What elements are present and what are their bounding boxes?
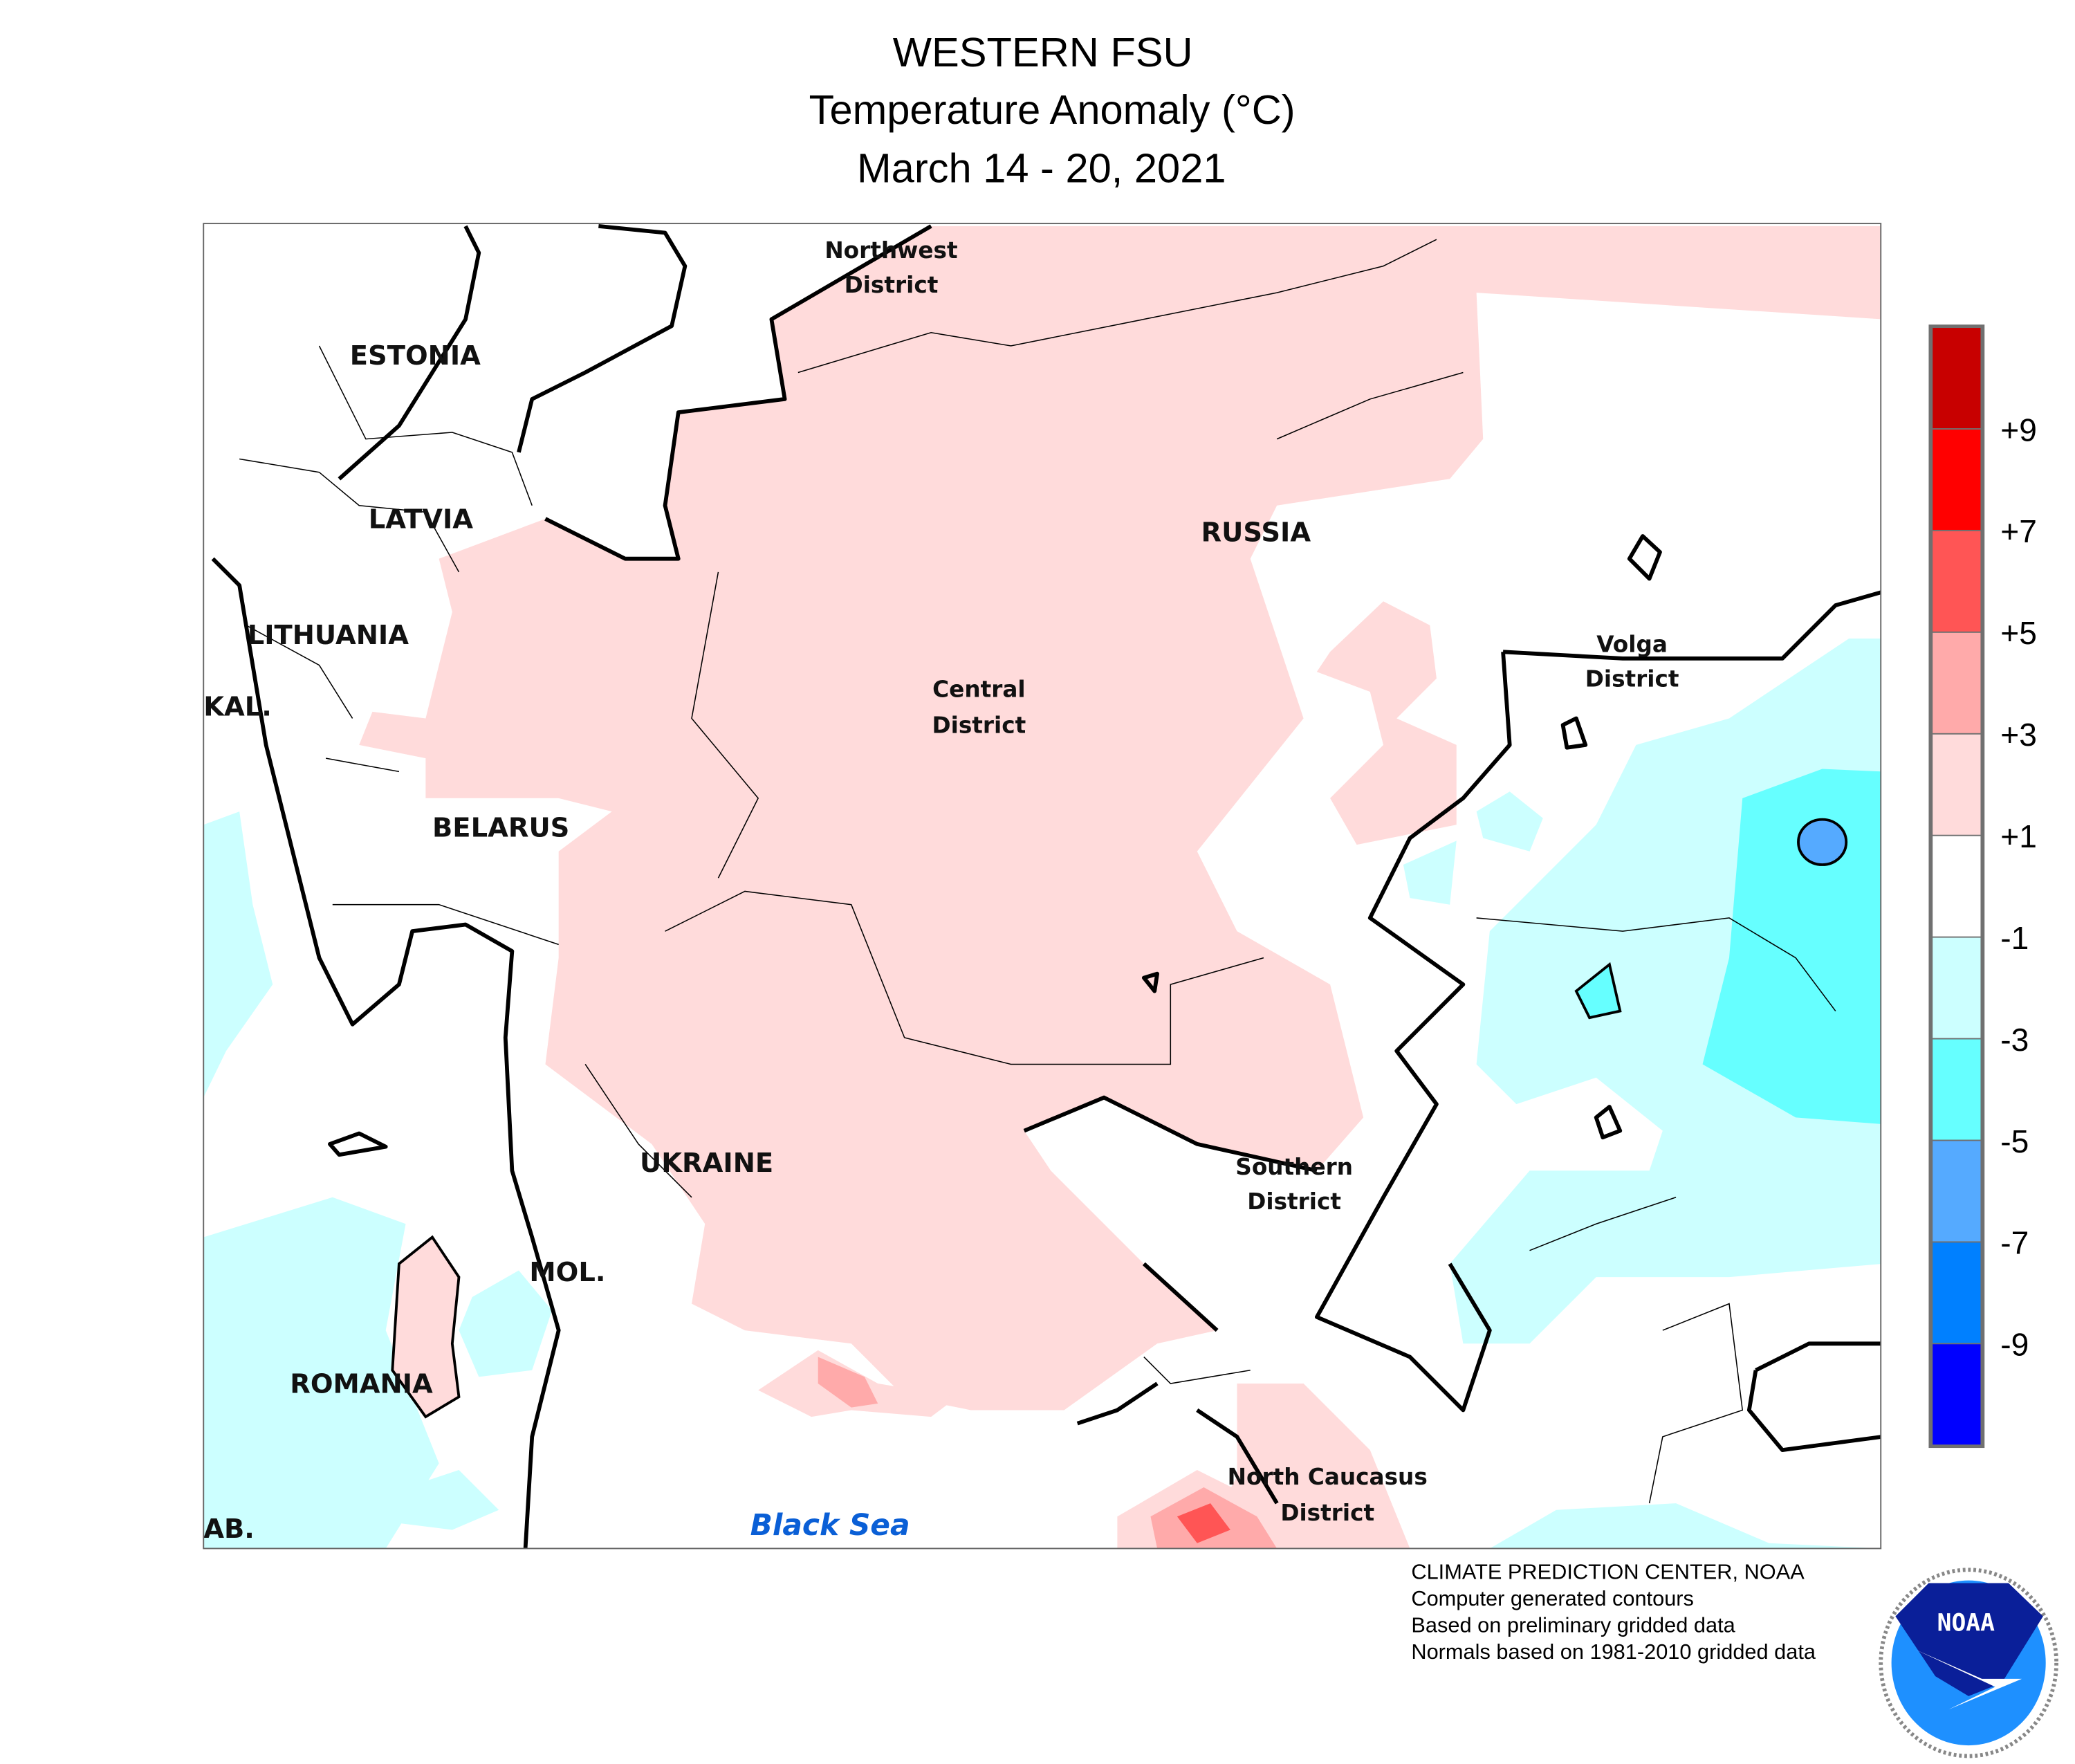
- label-southern-district-2: District: [1247, 1188, 1341, 1215]
- anomaly-area-minus1-southwest: [203, 1197, 439, 1549]
- anomaly-area-plus1-central: [359, 226, 1881, 1411]
- contour-line: [1076, 1381, 1279, 1505]
- anomaly-area-plus1-volga: [1316, 601, 1457, 845]
- label-abkhazia: AB.: [203, 1514, 255, 1545]
- contour-line: [328, 534, 1662, 1157]
- map-frame: [203, 223, 1882, 1550]
- legend-swatch: [1933, 429, 1981, 530]
- legend-tick-label: +7: [2000, 513, 2037, 549]
- anomaly-area-minus5-east: [1797, 818, 1848, 866]
- contour-line: [544, 224, 932, 561]
- label-volga-district-1: Volga: [1596, 631, 1668, 657]
- label-southern-district-1: Southern: [1235, 1154, 1353, 1180]
- legend-tick-label: -9: [2000, 1327, 2029, 1363]
- anomaly-area-minus1-west: [203, 811, 273, 1098]
- noaa-logo-text: NOAA: [1937, 1610, 1995, 1637]
- legend-swatch: [1933, 1039, 1981, 1140]
- anomaly-area-plus1-romania: [391, 1235, 461, 1419]
- color-legend: +9 +7 +5 +3 +1 -1 -3 -5 -7 -9: [1928, 324, 2037, 1449]
- anomaly-area-plus3-crimea: [818, 1357, 878, 1408]
- contour-line: [211, 557, 561, 1549]
- anomaly-area-minus3-small: [1574, 962, 1622, 1020]
- label-northwest-district-2: District: [845, 272, 939, 298]
- label-central-district-2: District: [932, 713, 1026, 739]
- legend-tick-label: -1: [2000, 920, 2029, 956]
- legend-swatch: [1933, 531, 1981, 632]
- label-north-caucasus-district-1: North Caucasus: [1228, 1464, 1428, 1490]
- legend-swatch: [1933, 328, 1981, 429]
- noaa-logo: NOAA: [1879, 1568, 2058, 1758]
- credit-line-1: CLIMATE PREDICTION CENTER, NOAA: [1411, 1560, 1805, 1584]
- variable-title: Temperature Anomaly (°C): [809, 86, 1295, 133]
- anomaly-area-minus1-southeast: [1489, 1503, 1881, 1549]
- anomaly-area-minus1-small2: [1403, 840, 1457, 905]
- anomaly-area-plus5-caucasus: [1177, 1503, 1230, 1543]
- label-black-sea: Black Sea: [750, 1508, 910, 1542]
- label-belarus: BELARUS: [432, 813, 569, 844]
- legend-swatch: [1933, 1344, 1981, 1445]
- anomaly-area-minus1-moldova: [459, 1270, 553, 1377]
- contour-line: [338, 225, 481, 481]
- label-russia: RUSSIA: [1201, 517, 1311, 549]
- region-title: WESTERN FSU: [893, 29, 1193, 75]
- legend-tick-label: +9: [2000, 412, 2037, 448]
- legend-tick-label: -3: [2000, 1022, 2029, 1058]
- label-volga-district-2: District: [1585, 665, 1679, 692]
- legend-tick-label: +1: [2000, 818, 2037, 854]
- anomaly-area-minus1-romania: [398, 1470, 499, 1530]
- label-kaliningrad: KAL.: [203, 692, 272, 723]
- country-borders: [239, 239, 1836, 1504]
- legend-swatch: [1933, 836, 1981, 937]
- label-romania: ROMANIA: [290, 1368, 433, 1399]
- label-moldova: MOL.: [529, 1257, 605, 1288]
- period-title: March 14 - 20, 2021: [857, 145, 1226, 191]
- legend-swatch: [1933, 1242, 1981, 1343]
- credit-line-2: Computer generated contours: [1411, 1586, 1694, 1610]
- legend-tick-label: -5: [2000, 1123, 2029, 1159]
- contour-line: [517, 224, 688, 453]
- map-panel: ESTONIA LATVIA LITHUANIA KAL. BELARUS RU…: [203, 223, 1881, 1549]
- legend-swatch: [1933, 632, 1981, 733]
- contour-line: [1746, 1341, 1881, 1453]
- anomaly-area-minus1-small1: [1476, 791, 1543, 852]
- credit-line-4: Normals based on 1981-2010 gridded data: [1411, 1639, 1816, 1664]
- legend-swatch: [1933, 937, 1981, 1038]
- label-northwest-district-1: Northwest: [824, 237, 957, 264]
- legend-swatch: [1933, 1141, 1981, 1242]
- label-ukraine: UKRAINE: [640, 1148, 773, 1179]
- label-estonia: ESTONIA: [350, 340, 481, 371]
- contour-line: [1314, 652, 1512, 1413]
- contour-line: [1023, 1095, 1318, 1332]
- label-central-district-1: Central: [932, 677, 1025, 703]
- label-latvia: LATVIA: [369, 504, 474, 535]
- credit-line-3: Based on preliminary gridded data: [1411, 1613, 1735, 1637]
- label-north-caucasus-district-2: District: [1280, 1500, 1374, 1526]
- legend-tick-label: +5: [2000, 615, 2037, 651]
- legend-swatch: [1933, 734, 1981, 835]
- legend-tick-label: -7: [2000, 1225, 2029, 1261]
- label-lithuania: LITHUANIA: [248, 620, 409, 651]
- contour-line: [1502, 590, 1881, 661]
- legend-tick-label: +3: [2000, 717, 2037, 753]
